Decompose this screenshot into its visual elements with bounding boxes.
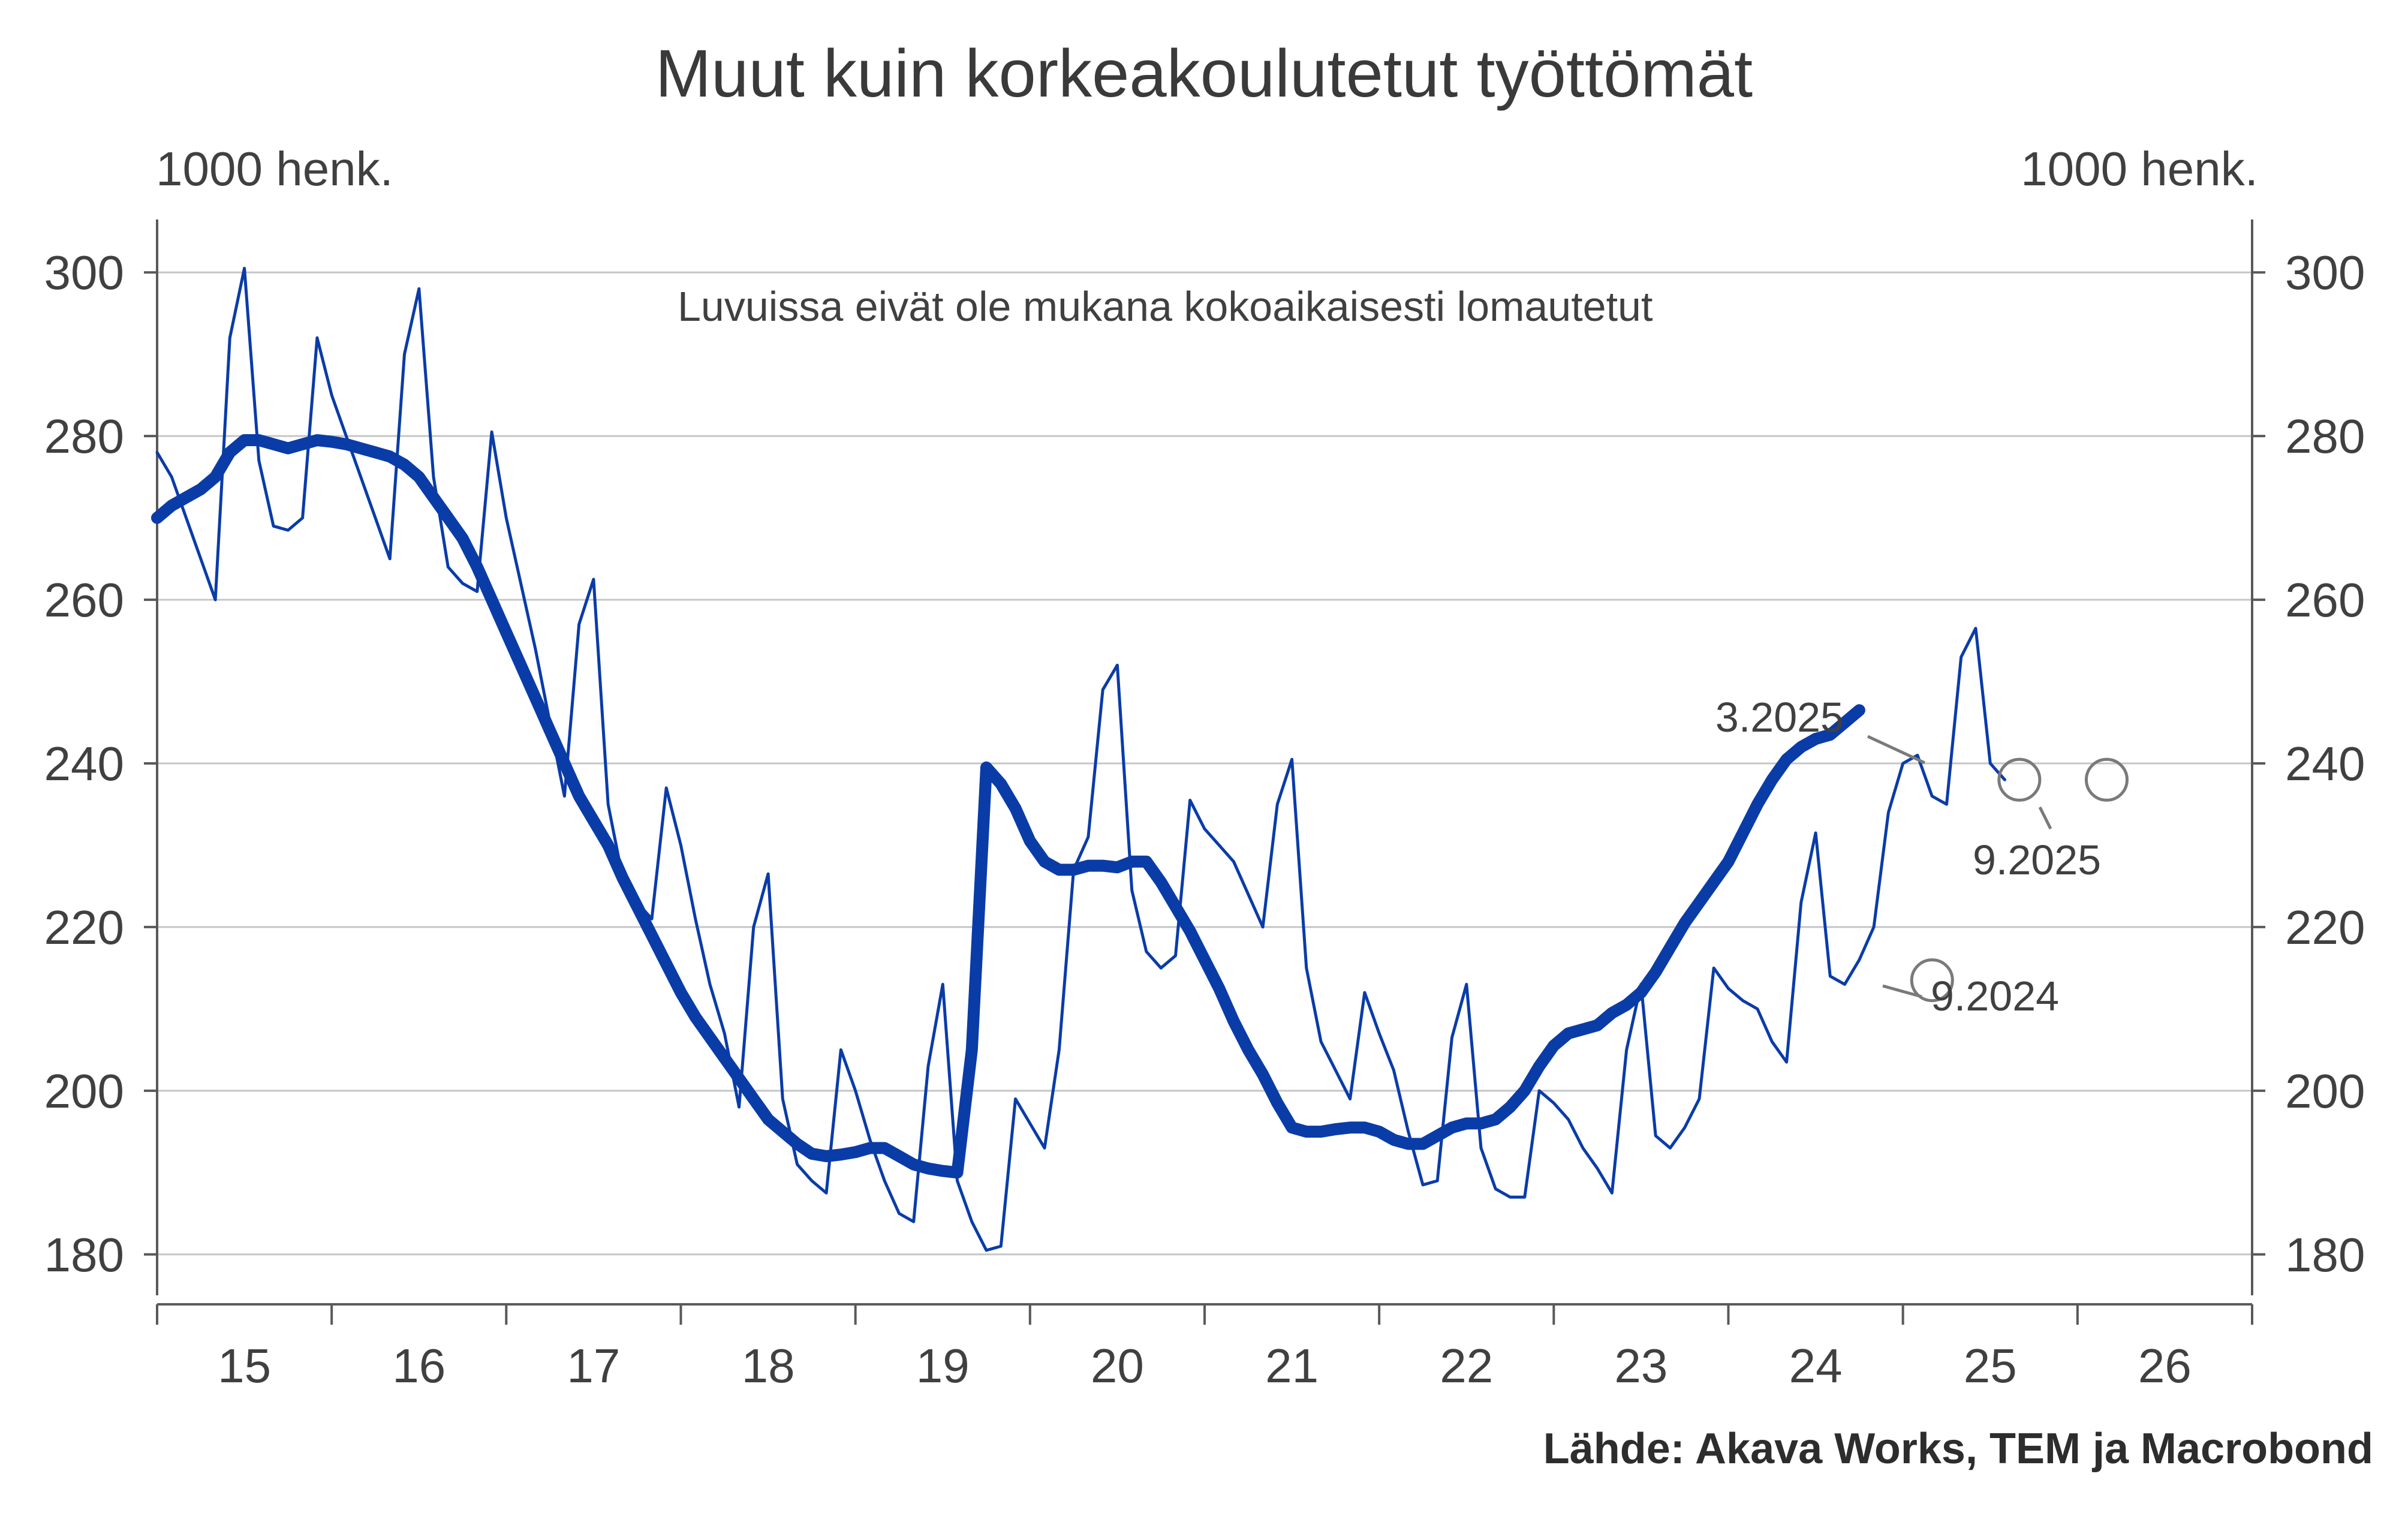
gridlines xyxy=(157,271,2252,1256)
y-tick-label-left: 240 xyxy=(44,737,124,790)
x-tick-label: 16 xyxy=(392,1339,446,1392)
chart-title: Muut kuin korkeakoulutetut työttömät xyxy=(655,36,1753,111)
y-tick-label-right: 180 xyxy=(2285,1228,2365,1282)
y-tick-label-left: 260 xyxy=(44,573,124,627)
source-note: Lähde: Akava Works, TEM ja Macrobond xyxy=(1543,1425,2373,1473)
y-tick-label-left: 300 xyxy=(44,246,124,299)
right-axis-unit: 1000 henk. xyxy=(2021,142,2258,195)
x-tick-label: 20 xyxy=(1091,1339,1144,1392)
x-tick-label: 26 xyxy=(2138,1339,2192,1392)
x-tick-label: 24 xyxy=(1789,1339,1843,1392)
y-tick-label-left: 280 xyxy=(44,410,124,463)
x-tick-label: 19 xyxy=(916,1339,970,1392)
x-tick-label: 15 xyxy=(218,1339,271,1392)
y-tick-label-left: 200 xyxy=(44,1064,124,1118)
x-tick-label: 25 xyxy=(1964,1339,2017,1392)
y-tick-label-right: 240 xyxy=(2285,737,2365,790)
callout-leader xyxy=(2038,806,2052,830)
callout-leader xyxy=(1867,735,1926,765)
callout-circle xyxy=(1997,757,2042,802)
y-tick-label-right: 300 xyxy=(2285,246,2365,299)
y-tick-label-right: 200 xyxy=(2285,1064,2365,1118)
callout-label: 9.2025 xyxy=(1973,837,2101,883)
y-tick-label-left: 220 xyxy=(44,901,124,954)
callout-label: 3.2025 xyxy=(1715,694,1844,741)
y-axis-left: 180 200 220 240 260 280 300 xyxy=(44,219,158,1295)
x-tick-label: 22 xyxy=(1440,1339,1493,1392)
left-axis-unit: 1000 henk. xyxy=(156,142,393,195)
x-tick-label: 21 xyxy=(1265,1339,1319,1392)
x-tick-label: 18 xyxy=(742,1339,795,1392)
callouts: 3.2025 9.2025 9.2024 xyxy=(1715,694,2129,1019)
x-tick-label: 17 xyxy=(567,1339,620,1392)
chart-annotation: Luvuissa eivät ole mukana kokoaikaisesti… xyxy=(678,283,1653,330)
callout-label: 9.2024 xyxy=(1931,973,2059,1019)
callout-circle xyxy=(1910,958,1954,1003)
y-tick-label-right: 280 xyxy=(2285,410,2365,463)
x-tick-label: 23 xyxy=(1614,1339,1667,1392)
trend-line xyxy=(151,434,1865,1179)
y-axis-right: 180 200 220 240 260 280 300 xyxy=(2251,219,2365,1295)
y-tick-label-right: 260 xyxy=(2285,573,2365,627)
x-axis: 15 16 17 18 19 20 21 22 23 24 25 26 xyxy=(156,1303,2253,1392)
callout-leader xyxy=(1882,984,1922,998)
callout-circle xyxy=(2084,757,2129,802)
y-tick-label-left: 180 xyxy=(44,1228,124,1282)
monthly-line xyxy=(155,266,2006,1252)
y-tick-label-right: 220 xyxy=(2285,901,2365,954)
series-group xyxy=(151,266,2006,1252)
